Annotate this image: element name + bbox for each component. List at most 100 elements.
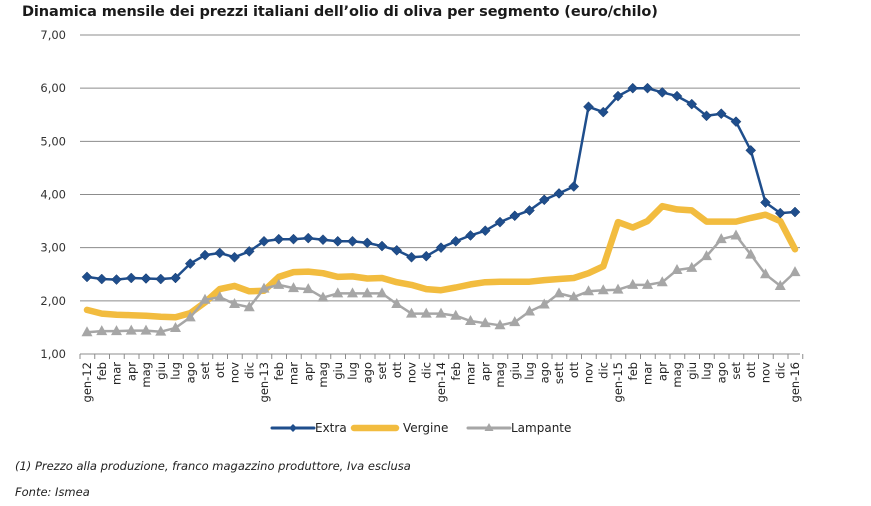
y-tick-label: 6,00: [40, 81, 66, 95]
data-point-lampante: [435, 307, 447, 318]
data-point-extra: [391, 244, 403, 256]
data-point-lampante: [184, 311, 196, 322]
x-tick-label: nov: [759, 362, 773, 383]
data-point-extra: [686, 98, 698, 110]
data-point-extra: [479, 225, 491, 237]
data-point-lampante: [243, 301, 255, 312]
data-point-extra: [376, 240, 388, 252]
data-point-extra: [760, 197, 771, 208]
data-point-lampante: [347, 287, 358, 298]
data-point-extra: [81, 271, 93, 283]
y-tick-label: 1,00: [40, 347, 66, 361]
x-tick-label: gen-15: [611, 362, 625, 402]
data-point-lampante: [199, 293, 211, 304]
x-tick-label: dic: [419, 362, 433, 379]
data-point-extra: [332, 235, 344, 247]
data-point-lampante: [671, 263, 683, 274]
line-chart: 1,002,003,004,005,006,007,00 gen-12 feb ma…: [40, 28, 804, 435]
data-point-extra: [258, 235, 270, 247]
x-tick-label: sett: [552, 362, 566, 385]
series-lampante: [81, 229, 801, 337]
data-point-lampante: [317, 291, 329, 302]
data-point-lampante: [627, 278, 639, 289]
x-tick-label: apr: [301, 362, 315, 381]
data-point-extra: [214, 247, 226, 259]
data-point-extra: [199, 249, 211, 261]
data-point-lampante: [465, 315, 476, 326]
legend-label: Extra: [315, 421, 347, 435]
data-point-extra: [288, 233, 299, 245]
data-point-extra: [656, 87, 668, 98]
x-tick-label: apr: [655, 362, 669, 381]
data-point-lampante: [701, 250, 712, 261]
x-tick-label: lug: [700, 362, 714, 380]
data-point-lampante: [125, 324, 137, 335]
data-point-lampante: [273, 278, 285, 289]
data-point-lampante: [302, 283, 314, 294]
data-point-lampante: [155, 325, 167, 336]
data-point-extra: [642, 82, 653, 94]
x-tick-label: feb: [449, 362, 463, 380]
x-tick-label: giu: [508, 362, 522, 380]
x-tick-label: apr: [124, 362, 138, 381]
data-point-lampante: [715, 233, 727, 244]
x-tick-label: gen-12: [80, 362, 94, 402]
data-point-lampante: [214, 291, 226, 302]
x-tick-label: gen-14: [434, 362, 448, 402]
data-point-lampante: [406, 307, 417, 318]
x-tick-label: mar: [287, 362, 301, 385]
data-point-extra: [96, 273, 108, 285]
x-tick-label: apr: [478, 362, 492, 381]
data-point-lampante: [140, 324, 152, 335]
x-tick-label: mag: [316, 362, 330, 388]
x-tick-label: mag: [493, 362, 507, 388]
x-tick-label: giu: [685, 362, 699, 380]
data-point-lampante: [420, 307, 432, 318]
x-tick-label: ago: [360, 362, 374, 383]
x-tick-label: ott: [390, 362, 404, 379]
data-point-extra: [612, 90, 624, 102]
data-point-lampante: [332, 287, 344, 298]
data-point-extra: [347, 235, 358, 247]
data-point-extra: [361, 237, 373, 249]
x-tick-label: mag: [139, 362, 153, 388]
data-point-lampante: [597, 284, 609, 295]
data-point-extra: [111, 274, 122, 285]
data-point-lampante: [553, 287, 565, 298]
x-tick-label: gen-13: [257, 362, 271, 402]
legend-marker-triangle: [484, 423, 494, 431]
data-point-extra: [509, 210, 521, 222]
x-tick-label: dic: [596, 362, 610, 379]
x-tick-label: feb: [272, 362, 286, 380]
data-point-extra: [420, 250, 432, 262]
y-tick-label: 2,00: [40, 294, 66, 308]
data-point-lampante: [568, 291, 580, 302]
data-point-extra: [450, 235, 462, 247]
x-tick-label: mar: [641, 362, 655, 385]
data-point-extra: [553, 188, 565, 199]
data-point-lampante: [111, 325, 122, 336]
data-point-extra: [406, 251, 417, 263]
series-group: [81, 82, 801, 337]
data-point-lampante: [774, 279, 786, 290]
x-tick-label: nov: [582, 362, 596, 383]
legend-label: Lampante: [511, 421, 571, 435]
x-tick-label: feb: [626, 362, 640, 380]
data-point-lampante: [450, 309, 462, 320]
legend-label: Vergine: [403, 421, 448, 435]
data-point-extra: [140, 273, 152, 284]
data-point-lampante: [170, 321, 181, 332]
data-point-extra: [701, 110, 712, 122]
y-tick-label: 4,00: [40, 188, 66, 202]
data-point-extra: [494, 216, 506, 228]
data-point-lampante: [96, 325, 108, 336]
y-tick-label: 7,00: [40, 28, 66, 42]
data-point-lampante: [538, 298, 550, 309]
data-point-lampante: [494, 319, 506, 330]
data-point-lampante: [391, 298, 403, 309]
data-point-extra: [671, 90, 683, 102]
data-point-lampante: [760, 268, 771, 279]
data-point-extra: [243, 246, 255, 257]
data-point-extra: [745, 145, 757, 156]
data-point-extra: [170, 272, 181, 284]
